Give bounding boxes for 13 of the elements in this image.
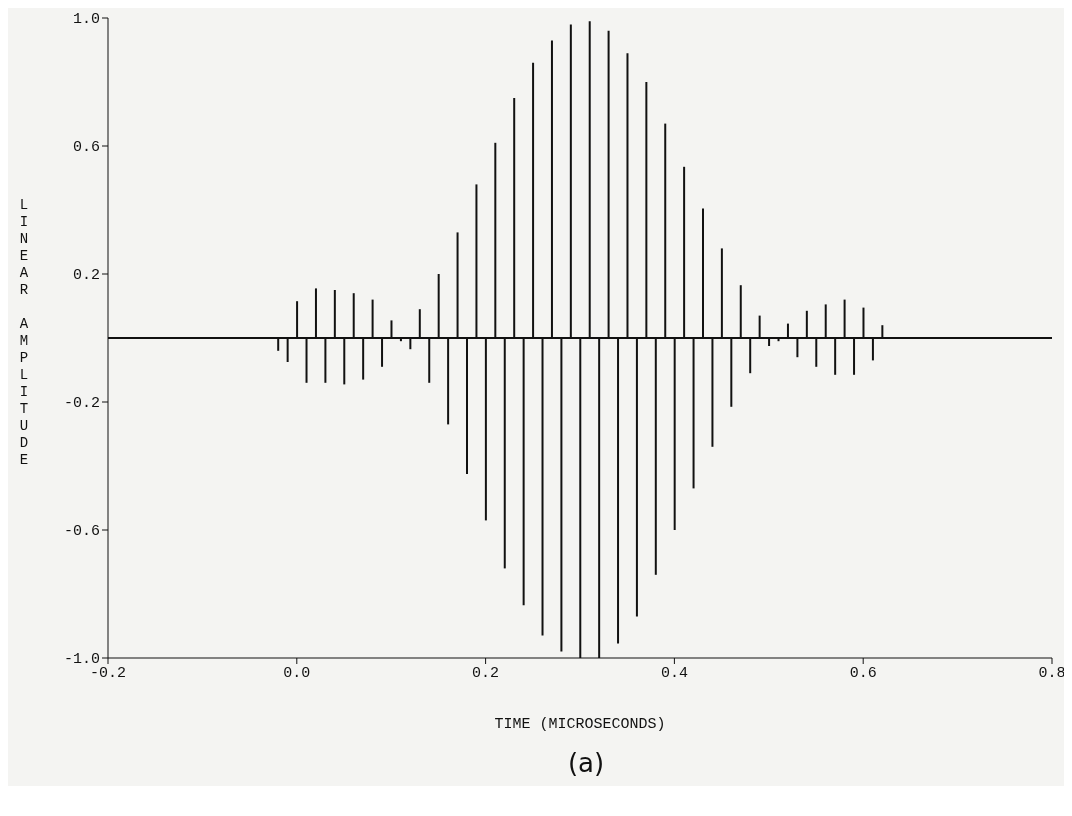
y-tick-label: 0.6 — [72, 139, 100, 157]
y-axis-title: LINEAR AMPLITUDE — [16, 196, 32, 471]
x-tick-label: 0.6 — [849, 664, 877, 682]
x-axis-title: TIME (MICROSECONDS) — [494, 716, 666, 733]
text: (a) — [566, 748, 606, 780]
y-tick-label: -0.2 — [63, 395, 100, 413]
y-tick-label: 0.2 — [72, 267, 100, 285]
x-tick-label: 0.8 — [1038, 664, 1066, 682]
x-tick-label: 0.0 — [283, 664, 311, 682]
x-tick-label: 0.2 — [472, 664, 500, 682]
x-tick-label: 0.4 — [660, 664, 688, 682]
y-tick-label: -0.6 — [63, 523, 100, 541]
y-tick-label: 1.0 — [72, 11, 100, 29]
